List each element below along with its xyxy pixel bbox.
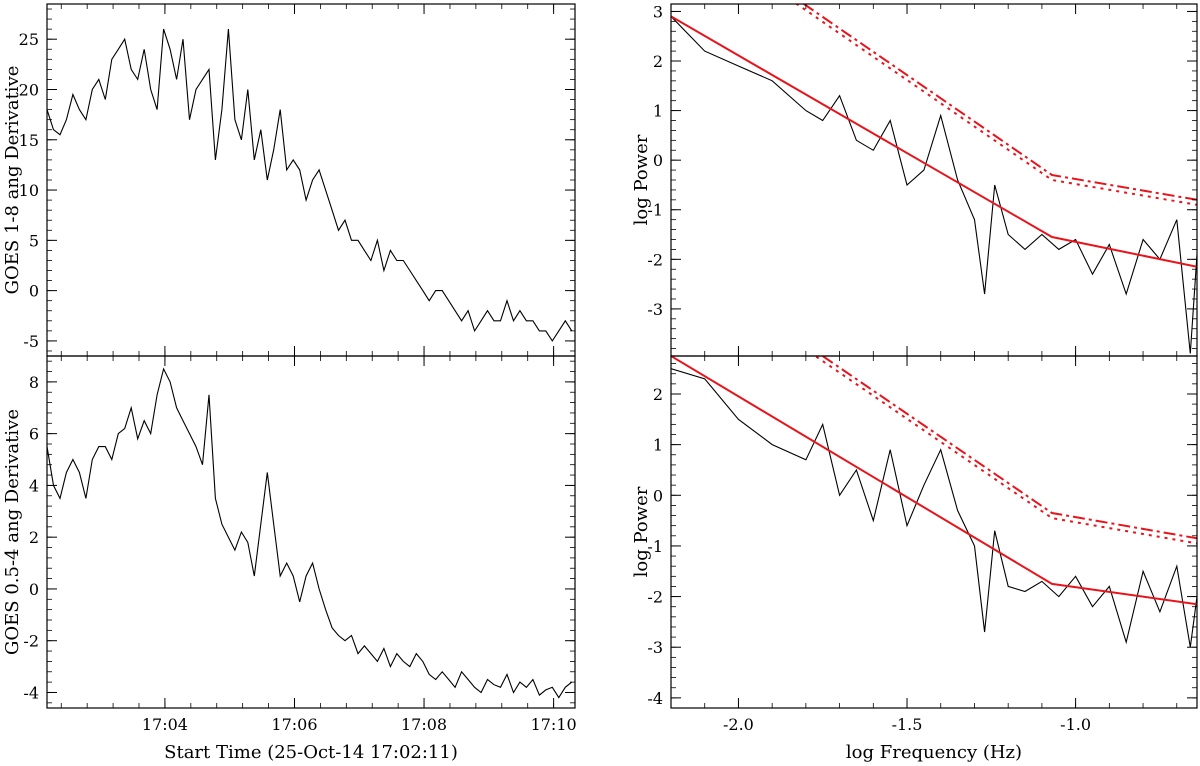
y-tick-label: -1	[647, 537, 663, 556]
series-line-dotted	[795, 4, 1197, 206]
y-tick-label: 1	[653, 436, 663, 455]
y-tick-label: 0	[29, 580, 39, 599]
y-tick-label: -5	[23, 332, 39, 351]
series-line-data	[671, 16, 1197, 354]
series-line-dashed	[802, 4, 1197, 201]
panel-right-bottom: -4 -3 -2 -1 0 1 2 -2.0 -1.5 -1.0 log Power log Freq…	[631, 355, 1198, 763]
y-tick-label: 15	[19, 131, 39, 150]
y-axis-label: log Power	[631, 486, 652, 577]
y-tick-label: 0	[653, 151, 663, 170]
series-line-data	[47, 28, 573, 342]
x-tick-label: 17:04	[142, 715, 188, 734]
y-tick-label: -2	[23, 632, 39, 651]
y-tick-label: 3	[653, 2, 663, 21]
y-tick-label: 2	[653, 385, 663, 404]
x-tick-label: 17:08	[401, 715, 447, 734]
y-tick-label: 10	[19, 181, 39, 200]
x-tick-label: -1.5	[892, 715, 923, 734]
x-tick-label: 17:10	[531, 715, 577, 734]
x-axis-label: Start Time (25-Oct-14 17:02:11)	[164, 742, 458, 763]
y-axis-label: log Power	[631, 134, 652, 225]
series-line-dashed	[820, 356, 1197, 540]
y-tick-label: -2	[647, 250, 663, 269]
y-tick-label: 4	[29, 476, 39, 495]
series-line-solid	[671, 356, 1197, 606]
axis-frame	[670, 3, 1198, 357]
y-tick-label: 0	[653, 486, 663, 505]
y-tick-label: -1	[647, 201, 663, 220]
y-tick-label: 5	[29, 231, 39, 250]
y-tick-label: 2	[653, 52, 663, 71]
panel-right-top: -3 -2 -1 0 1 2 3 log Power	[631, 2, 1198, 357]
x-tick-label: -2.0	[723, 715, 754, 734]
y-tick-label: 8	[29, 373, 39, 392]
series-line-data	[47, 367, 573, 699]
x-tick-label: 17:06	[271, 715, 317, 734]
panel-left-top: -5 0 5 10 15 20 25 GOES 1-8 ang Derivative	[2, 3, 576, 357]
y-tick-label: 6	[29, 425, 39, 444]
panel-left-bottom: -4 -2 0 2 4 6 8 17:04 17:06 17:08 17:10 GOES 0.5-4 …	[2, 355, 577, 763]
series-line-data	[671, 368, 1197, 648]
axis-frame	[46, 355, 576, 709]
axis-frame	[46, 3, 576, 357]
y-tick-label: 0	[29, 282, 39, 301]
y-axis-label: GOES 1-8 ang Derivative	[2, 66, 23, 295]
y-tick-label: 20	[19, 80, 39, 99]
y-tick-label: 25	[19, 30, 39, 49]
y-tick-label: -2	[647, 588, 663, 607]
y-tick-label: -3	[647, 638, 663, 657]
y-tick-label: 2	[29, 528, 39, 547]
y-tick-label: 1	[653, 102, 663, 121]
y-tick-label: -4	[23, 683, 39, 702]
y-tick-label: -3	[647, 300, 663, 319]
series-line-dotted	[813, 356, 1197, 545]
x-axis-label: log Frequency (Hz)	[846, 742, 1022, 763]
y-tick-label: -4	[647, 689, 663, 708]
y-axis-label: GOES 0.5-4 ang Derivative	[2, 409, 23, 655]
x-tick-label: -1.0	[1060, 715, 1091, 734]
axis-frame	[670, 355, 1198, 709]
series-line-solid	[671, 15, 1197, 268]
